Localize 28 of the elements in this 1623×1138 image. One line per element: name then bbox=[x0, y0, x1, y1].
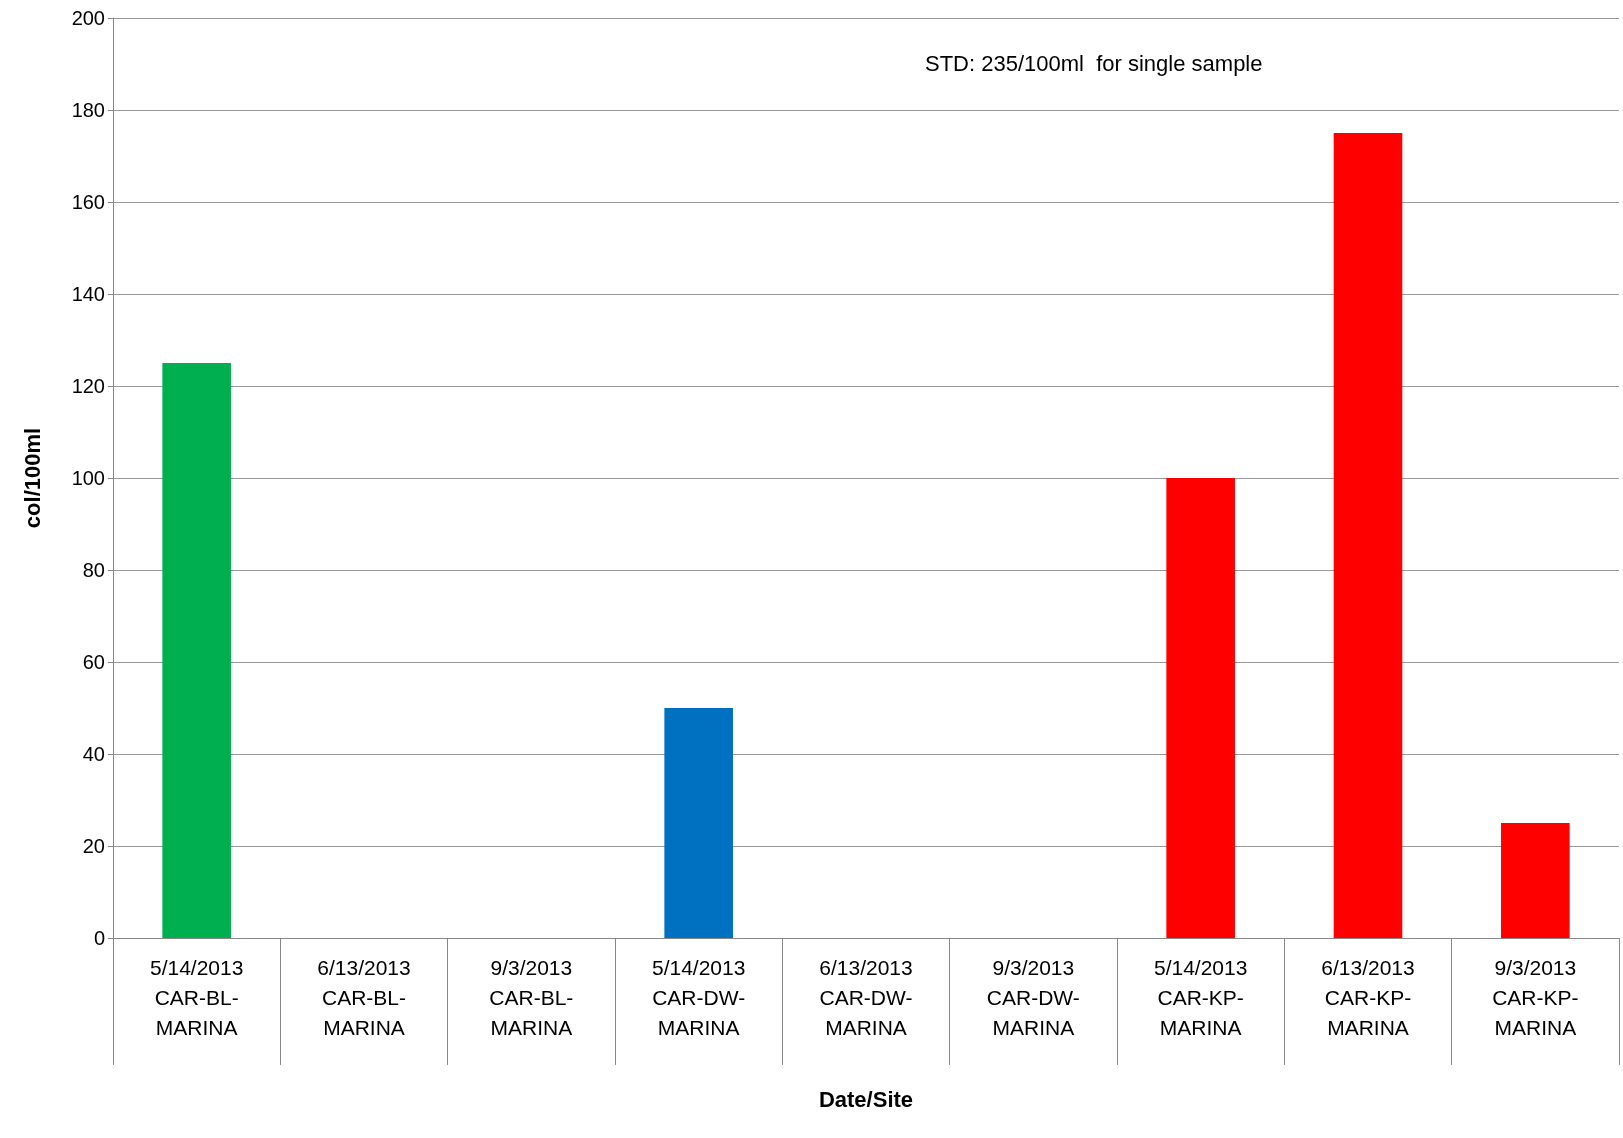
y-tick-label: 200 bbox=[71, 7, 105, 29]
bar bbox=[1501, 823, 1570, 938]
y-tick-label: 40 bbox=[82, 743, 105, 765]
annotation: STD: 235/100ml for single sample bbox=[925, 50, 1263, 76]
x-tick-label: 5/14/2013 CAR-DW-MARINA bbox=[651, 955, 746, 1039]
x-tick-label: 6/13/2013 CAR-KP-MARINA bbox=[1321, 955, 1415, 1039]
bar bbox=[162, 363, 231, 938]
y-tick-label: 140 bbox=[71, 283, 105, 305]
y-tick-label: 120 bbox=[71, 375, 105, 397]
bar bbox=[664, 708, 733, 938]
y-tick-label: 0 bbox=[93, 927, 105, 949]
y-tick-label: 180 bbox=[71, 99, 105, 121]
x-tick-label: 6/13/2013 CAR-BL-MARINA bbox=[317, 955, 411, 1039]
x-tick-label: 6/13/2013 CAR-DW-MARINA bbox=[819, 955, 913, 1039]
y-tick-label: 100 bbox=[71, 467, 105, 489]
y-tick-label: 20 bbox=[82, 835, 105, 857]
x-tick-label: 9/3/2013 CAR-DW-MARINA bbox=[986, 955, 1080, 1039]
x-tick-label: 9/3/2013 CAR-BL-MARINA bbox=[489, 955, 574, 1039]
bar bbox=[1166, 478, 1235, 938]
bar bbox=[1333, 133, 1403, 938]
y-tick-label: 60 bbox=[82, 651, 105, 673]
y-tick-label: 80 bbox=[82, 559, 105, 581]
x-tick-label: 9/3/2013 CAR-KP-MARINA bbox=[1492, 955, 1579, 1039]
x-tick-label: 5/14/2013 CAR-BL-MARINA bbox=[149, 955, 244, 1039]
x-axis-title: Date/Site bbox=[818, 1086, 914, 1112]
x-tick-label: 5/14/2013 CAR-KP-MARINA bbox=[1153, 955, 1248, 1039]
y-axis-title: col/100ml bbox=[19, 427, 45, 529]
y-tick-label: 160 bbox=[71, 191, 105, 213]
